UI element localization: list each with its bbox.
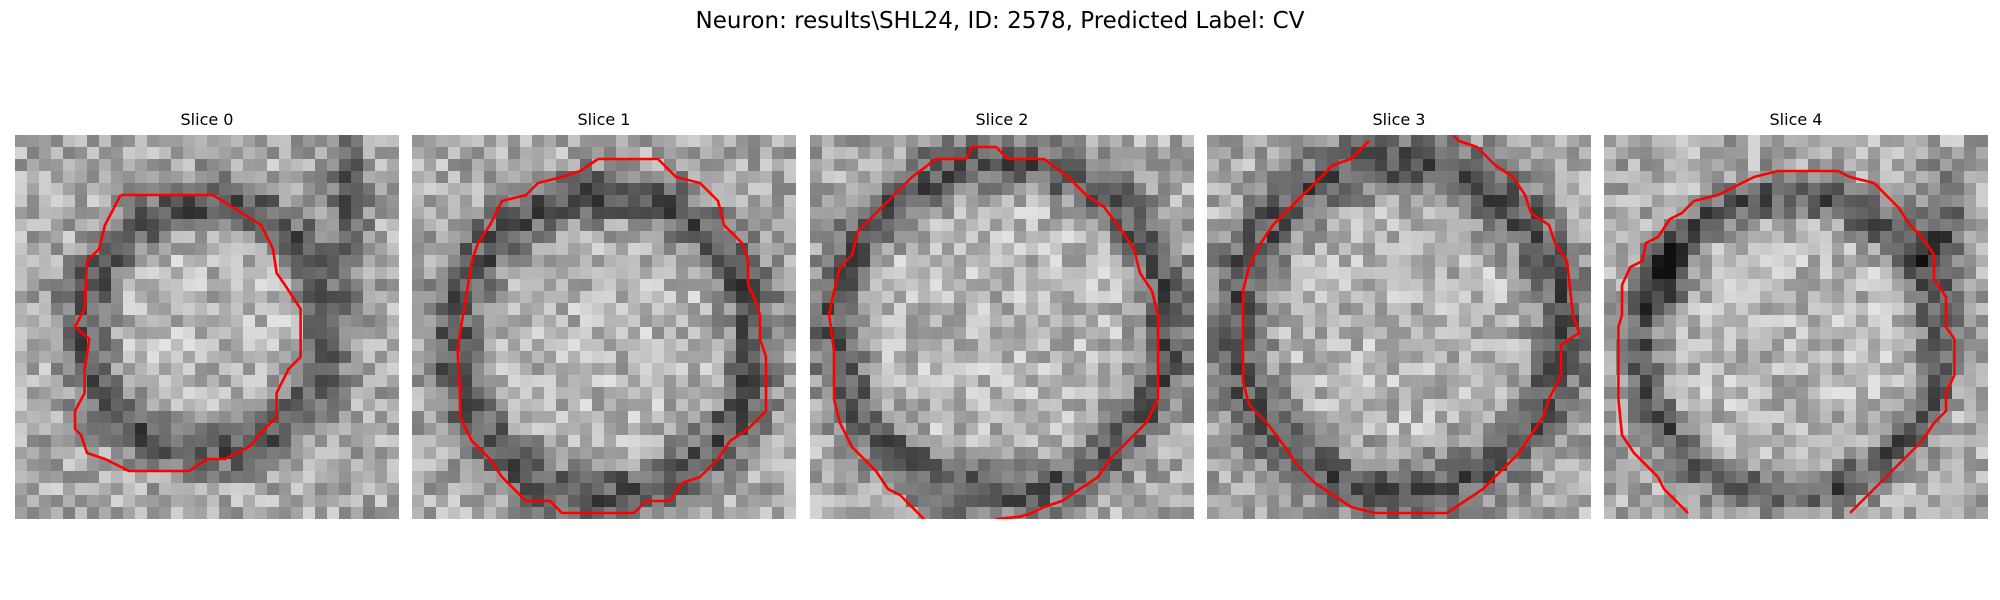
- slice-image-3: [1207, 135, 1591, 519]
- slice-title-2: Slice 2: [975, 110, 1029, 129]
- slice-image-0: [15, 135, 399, 519]
- segmentation-contour: [73, 193, 302, 473]
- slice-pixel-grid: [1604, 135, 1988, 519]
- slice-image-4: [1604, 135, 1988, 519]
- figure-title: Neuron: results\SHL24, ID: 2578, Predict…: [695, 8, 1305, 34]
- segmentation-contour: [1617, 169, 1956, 514]
- slice-panel-4: Slice 4: [1604, 108, 1988, 519]
- segmentation-contour: [1241, 135, 1581, 515]
- slice-image-1: [412, 135, 796, 519]
- slice-image-2: [810, 135, 1194, 519]
- segmentation-contour: [827, 145, 1160, 519]
- slice-panel-3: Slice 3: [1207, 108, 1591, 519]
- slice-panel-2: Slice 2: [810, 108, 1194, 519]
- slice-title-3: Slice 3: [1372, 110, 1426, 129]
- slice-panel-0: Slice 0: [15, 108, 399, 519]
- slice-panel-1: Slice 1: [412, 108, 796, 519]
- slice-pixel-grid: [810, 135, 1194, 519]
- slice-pixel-grid: [15, 135, 399, 519]
- slice-title-4: Slice 4: [1769, 110, 1823, 129]
- slice-pixel-grid: [412, 135, 796, 519]
- slice-title-0: Slice 0: [180, 110, 234, 129]
- slice-title-1: Slice 1: [577, 110, 631, 129]
- slice-pixel-grid: [1207, 135, 1591, 519]
- segmentation-contour: [456, 157, 768, 515]
